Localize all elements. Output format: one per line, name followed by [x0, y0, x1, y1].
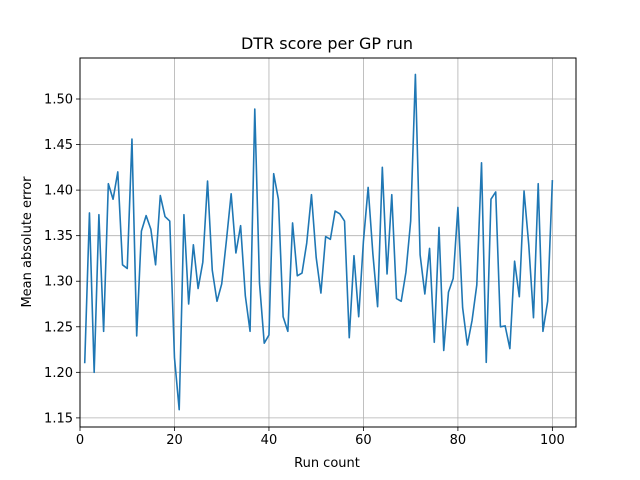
x-tick-label: 80 — [450, 433, 467, 448]
plot-frame — [79, 57, 577, 428]
y-axis-ticks: 1.15 1.20 1.25 1.30 1.35 1.40 1.45 1.50 — [44, 93, 80, 426]
y-axis-label: Mean absolute error — [20, 176, 35, 308]
grid-lines — [79, 58, 576, 427]
y-tick-label: 1.30 — [44, 275, 73, 290]
y-tick-label: 1.50 — [44, 93, 73, 108]
x-axis-ticks: 0 20 40 60 80 100 — [76, 427, 565, 448]
x-tick-label: 0 — [76, 433, 84, 448]
y-tick-label: 1.35 — [44, 229, 73, 244]
x-tick-label: 100 — [540, 433, 565, 448]
x-tick-label: 20 — [166, 433, 183, 448]
x-axis-label: Run count — [294, 456, 360, 471]
x-tick-label: 60 — [355, 433, 372, 448]
y-tick-label: 1.40 — [44, 184, 73, 199]
y-tick-label: 1.15 — [44, 411, 73, 426]
y-tick-label: 1.45 — [44, 138, 73, 153]
series-line — [83, 73, 554, 411]
x-tick-label: 40 — [261, 433, 278, 448]
chart-title: DTR score per GP run — [241, 34, 413, 53]
y-tick-label: 1.25 — [44, 320, 73, 335]
y-tick-label: 1.20 — [44, 366, 73, 381]
series-layer — [83, 73, 554, 411]
